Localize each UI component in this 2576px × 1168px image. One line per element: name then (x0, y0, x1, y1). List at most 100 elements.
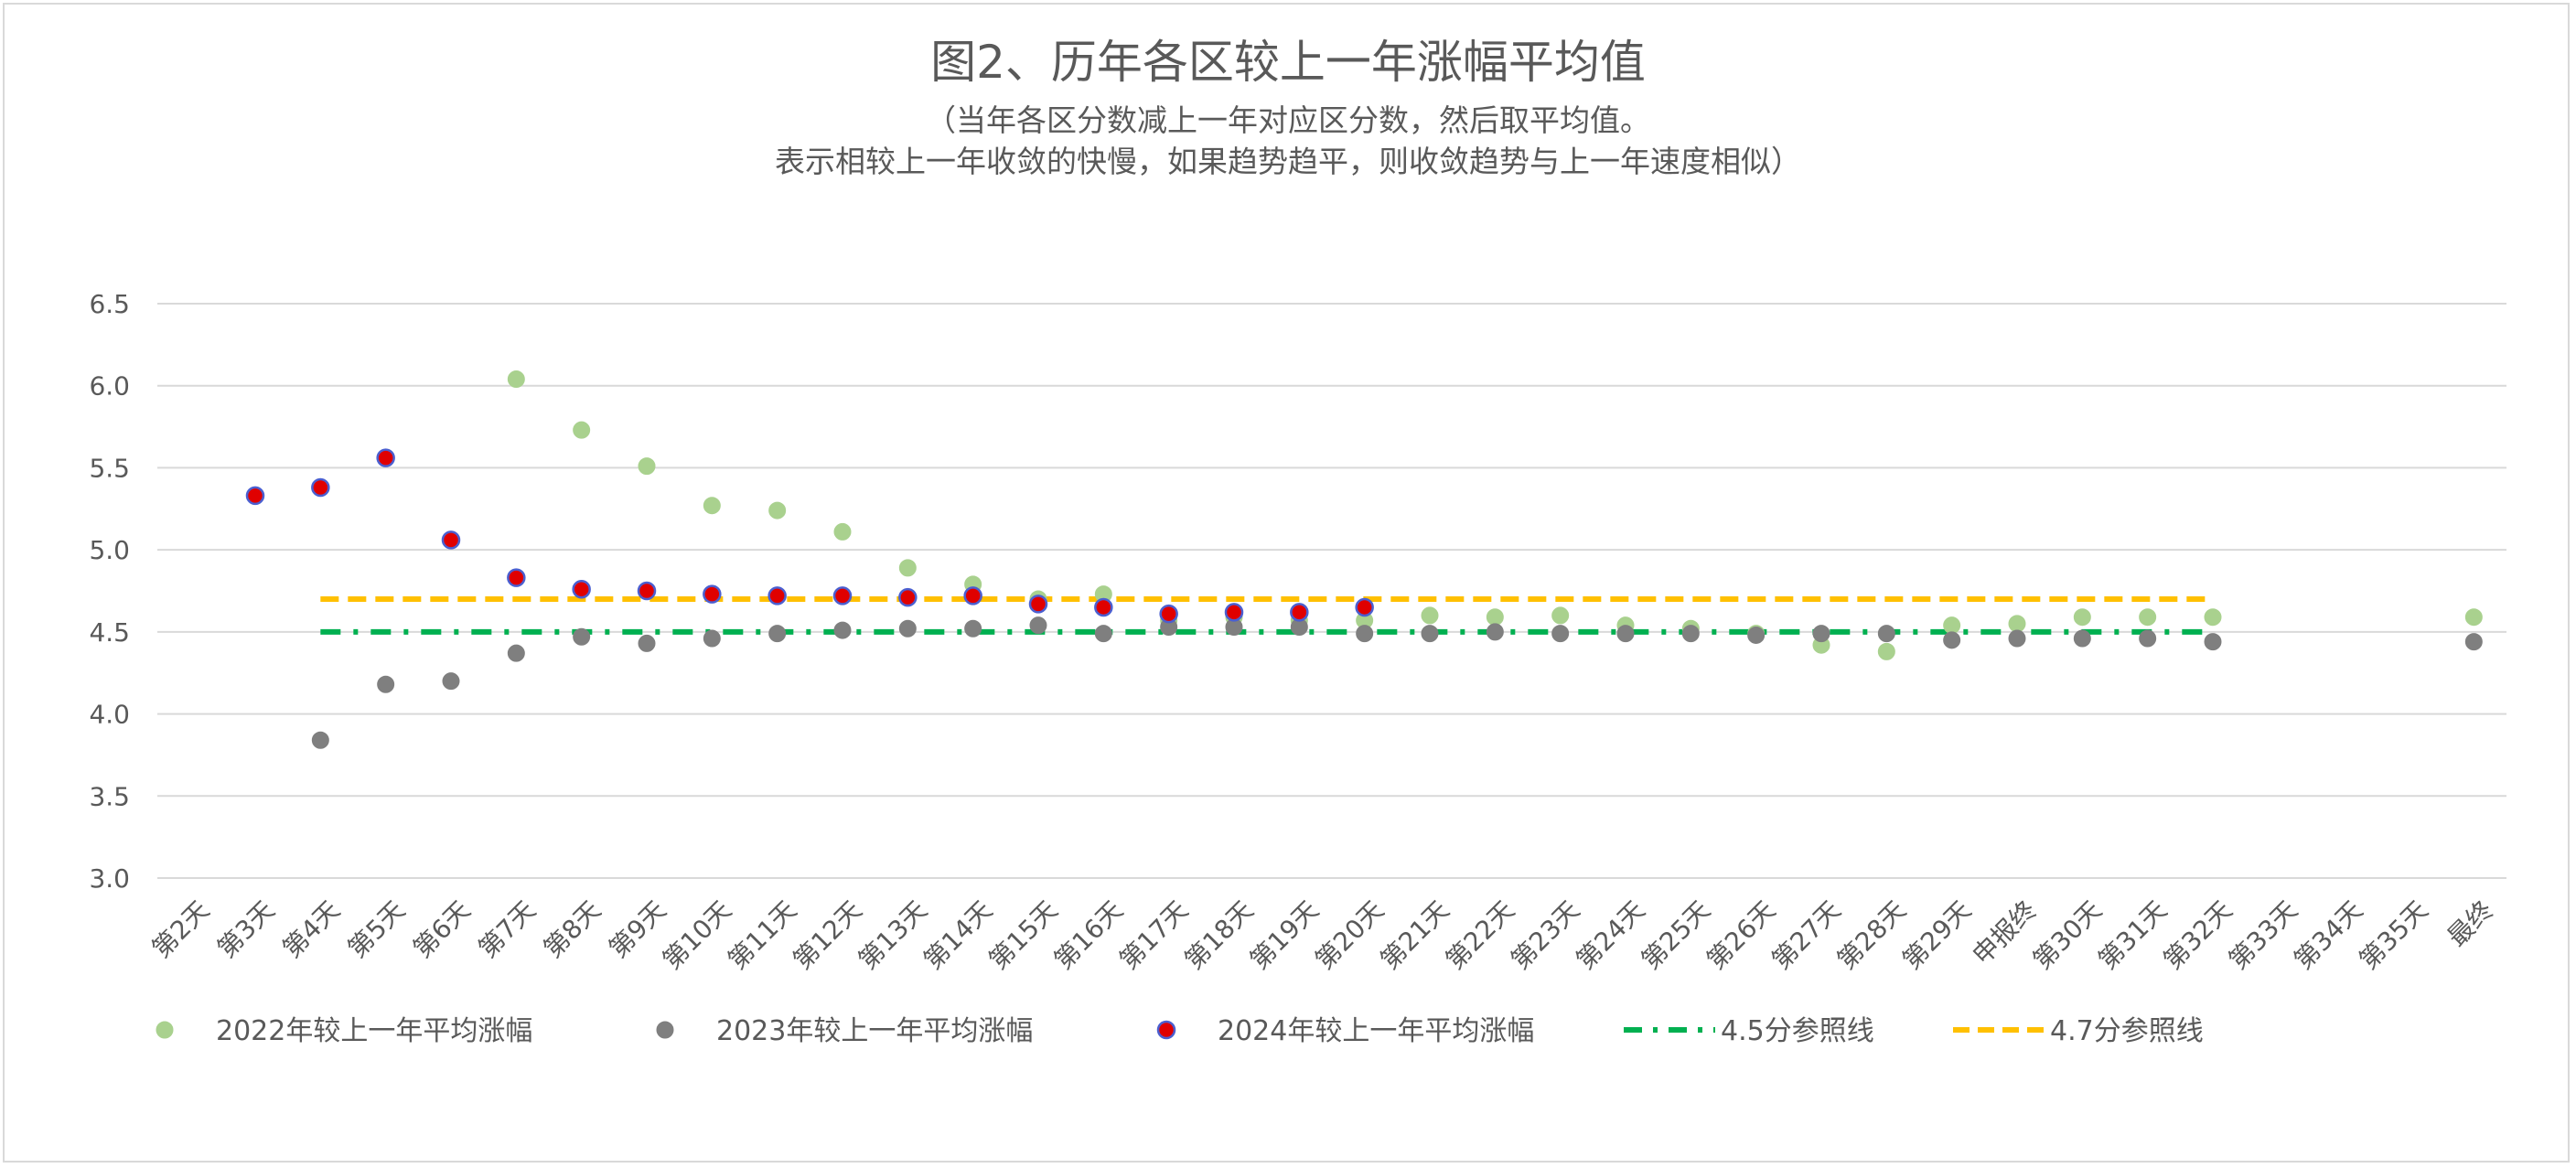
series-1-point (507, 644, 525, 662)
legend-swatch-1 (656, 1021, 674, 1039)
series-1-point (1616, 625, 1635, 643)
legend-label-0: 2022年较上一年平均涨幅 (216, 1015, 532, 1047)
y-tick-label: 5.5 (89, 453, 130, 483)
series-2-point (245, 486, 265, 506)
series-0-point (2073, 608, 2091, 627)
series-2-point (572, 579, 591, 599)
x-tick-label: 第29天 (1896, 895, 1977, 975)
series-1-point (964, 619, 982, 638)
series-0-point (2204, 608, 2222, 627)
series-1-point (1421, 625, 1439, 643)
legend-swatch-2 (1156, 1020, 1176, 1040)
series-0-point (1877, 642, 1895, 660)
x-tick-label: 第15天 (983, 895, 1064, 975)
x-axis: 第2天第3天第4天第5天第6天第7天第8天第9天第10天第11天第12天第13天… (146, 895, 2499, 975)
series-2-point (898, 587, 918, 607)
series-2-point (1224, 603, 1244, 622)
x-tick-label: 最终 (2442, 895, 2499, 952)
legend-swatch-0 (156, 1021, 174, 1039)
chart-subtitle-line-2: 表示相较上一年收敛的快慢，如果趋势趋平，则收敛趋势与上一年速度相似） (775, 144, 1801, 179)
series-2-point (832, 586, 853, 605)
x-tick-label: 第11天 (722, 895, 802, 975)
x-tick-label: 第31天 (2092, 895, 2173, 975)
series-1-point (2139, 629, 2157, 648)
series-1-point (1681, 625, 1700, 643)
series-1-point (1812, 625, 1830, 643)
x-tick-label: 第28天 (1831, 895, 1912, 975)
series-1-point (377, 675, 395, 693)
series-0-point (1551, 606, 1570, 625)
y-tick-label: 5.0 (89, 535, 130, 565)
series-2-point (441, 530, 461, 550)
series-1-point (703, 629, 721, 648)
series-1-point (768, 625, 787, 643)
series-0-point (1943, 616, 1961, 635)
series-1-point (1877, 625, 1895, 643)
series-2-point (507, 568, 526, 587)
series-0-point (1486, 608, 1504, 627)
series-2-point (1094, 597, 1113, 617)
x-tick-label: 第13天 (853, 895, 933, 975)
legend-label-1: 2023年较上一年平均涨幅 (716, 1015, 1033, 1047)
series-1-point (1551, 625, 1570, 643)
x-tick-label: 第27天 (1766, 895, 1847, 975)
y-tick-label: 4.0 (89, 700, 130, 730)
series-0-point (638, 457, 656, 476)
x-tick-label: 第21天 (1375, 895, 1455, 975)
x-tick-label: 第19天 (1244, 895, 1325, 975)
x-tick-label: 第25天 (1636, 895, 1716, 975)
series-1-point (1029, 616, 1047, 635)
series-1-point (573, 627, 591, 646)
chart-subtitle-line-1: （当年各区分数减上一年对应区分数，然后取平均值。 (926, 102, 1650, 138)
y-tick-label: 3.0 (89, 863, 130, 894)
series-0-point (1421, 606, 1439, 625)
series-1-point (2204, 633, 2222, 651)
x-tick-label: 第6天 (407, 895, 477, 964)
series-1-point (833, 621, 852, 639)
x-tick-label: 第7天 (472, 895, 542, 964)
series-1-point (2008, 629, 2026, 648)
series-2-point (1290, 603, 1309, 622)
series-0-point (768, 501, 787, 520)
series-1-point (898, 619, 917, 638)
series-2-point (637, 581, 657, 601)
series-1-point (1094, 625, 1112, 643)
y-tick-label: 4.5 (89, 617, 130, 648)
series-2-point (311, 477, 330, 498)
series-0-point (573, 421, 591, 439)
x-tick-label: 第34天 (2288, 895, 2368, 975)
x-tick-label: 第35天 (2354, 895, 2434, 975)
x-tick-label: 第5天 (342, 895, 412, 964)
reference-lines (320, 595, 2213, 635)
series-2-point (376, 448, 395, 467)
x-tick-label: 第17天 (1113, 895, 1194, 975)
series-2-point (703, 584, 722, 604)
y-tick-label: 6.0 (89, 371, 130, 402)
legend-label-3: 4.5分参照线 (1721, 1015, 1874, 1047)
series-1-point (2464, 633, 2483, 651)
series-0-point (507, 370, 525, 389)
x-tick-label: 第33天 (2223, 895, 2303, 975)
series-1-point (1486, 623, 1504, 641)
series-1-point (311, 731, 329, 749)
series-0-point (2464, 608, 2483, 627)
x-tick-label: 第14天 (918, 895, 998, 975)
series-2-point (1355, 597, 1374, 617)
x-tick-label: 第16天 (1048, 895, 1129, 975)
x-tick-label: 第22天 (1440, 895, 1520, 975)
y-tick-label: 3.5 (89, 781, 130, 811)
legend: 2022年较上一年平均涨幅 2023年较上一年平均涨幅 2024年较上一年平均涨幅 4… (156, 1015, 2204, 1047)
series-2-point (767, 586, 787, 605)
x-tick-label: 第10天 (657, 895, 737, 975)
series-1-point (1356, 625, 1374, 643)
chart-frame (3, 3, 2570, 1163)
series-0-point (2139, 608, 2157, 627)
series-1-point (638, 634, 656, 652)
x-tick-label: 第12天 (788, 895, 868, 975)
y-axis: 3.0 3.5 4.0 4.5 5.0 5.5 6.0 6.5 (89, 289, 130, 894)
x-tick-label: 第26天 (1701, 895, 1781, 975)
x-tick-label: 第3天 (211, 895, 281, 964)
x-tick-label: 第32天 (2158, 895, 2238, 975)
legend-label-2: 2024年较上一年平均涨幅 (1218, 1015, 1534, 1047)
